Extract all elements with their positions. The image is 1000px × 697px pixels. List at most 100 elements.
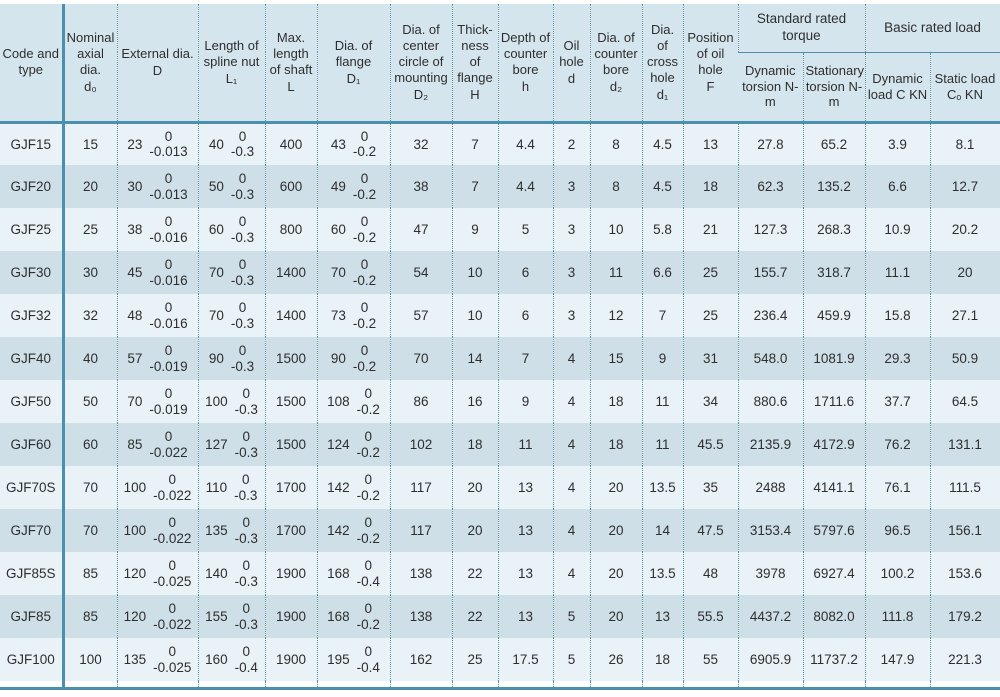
cell-F: 18: [682, 165, 738, 208]
cell-D1: 142 0 -0.2: [316, 466, 390, 509]
spacer-cell: [589, 681, 642, 687]
column-header-dynamic-load: Dynamic load C KN: [864, 52, 930, 124]
cell-D2: 32: [389, 122, 452, 165]
cell-H: 18: [451, 423, 498, 466]
cell-dyn_load: 3.9: [864, 122, 930, 165]
cell-stat_load: 12.7: [929, 165, 1000, 208]
column-header-L: Max. length of shaft L: [264, 4, 317, 124]
cell-dyn_load: 100.2: [864, 552, 930, 595]
cell-d1: 13: [641, 595, 683, 638]
cell-H: 20: [451, 509, 498, 552]
column-header-label: Oil hole: [559, 37, 584, 69]
cell-D: 100 0 -0.022: [116, 466, 198, 509]
table-row: GJF50 50 70 0 -0.019 100 0 -0.3 1500 108 0 -0.2 86 16…: [0, 380, 1000, 423]
spacer-cell: [0, 681, 65, 687]
cell-stat_torsion: 318.7: [802, 251, 865, 294]
cell-code: GJF70S: [0, 466, 65, 509]
cell-stat_torsion: 5797.6: [802, 509, 865, 552]
cell-d1: 4.5: [641, 122, 683, 165]
cell-d0: 25: [62, 208, 117, 251]
cell-L: 1500: [264, 380, 317, 423]
cell-D1: 108 0 -0.2: [316, 380, 390, 423]
cell-F: 48: [682, 552, 738, 595]
column-header-H: Thick-ness of flange H: [451, 4, 498, 124]
group-header-standard-rated-torque: Standard rated torque: [737, 4, 865, 53]
cell-d0: 85: [62, 595, 117, 638]
cell-L: 1400: [264, 251, 317, 294]
cell-D1: 168 0 -0.2: [316, 595, 390, 638]
cell-dyn_load: 147.9: [864, 638, 930, 681]
spacer-cell: [116, 681, 198, 687]
cell-stat_load: 20.2: [929, 208, 1000, 251]
cell-d2: 10: [589, 208, 642, 251]
cell-stat_torsion: 4141.1: [802, 466, 865, 509]
table-row: GJF70 70 100 0 -0.022 135 0 -0.3 1700 142 0 -0.2 117…: [0, 509, 1000, 552]
spacer-cell: [641, 681, 683, 687]
column-header-label: Dia. of cross hole: [646, 22, 679, 85]
cell-L1: 127 0 -0.3: [197, 423, 265, 466]
cell-dyn_load: 76.1: [864, 466, 930, 509]
column-symbol: D₁: [346, 70, 361, 86]
cell-d: 5: [552, 638, 590, 681]
spacer-cell: [62, 681, 117, 687]
column-header-label: Code and type: [2, 46, 59, 78]
table-row: GJF100 100 135 0 -0.025 160 0 -0.4 1900 195 0 -0.4 1…: [0, 638, 1000, 681]
cell-stat_load: 221.3: [929, 638, 1000, 681]
column-header-label: Dia. of flange: [334, 37, 373, 69]
cell-d1: 7: [641, 294, 683, 337]
cell-d: 4: [552, 380, 590, 423]
cell-F: 45.5: [682, 423, 738, 466]
cell-F: 55: [682, 638, 738, 681]
cell-L1: 135 0 -0.3: [197, 509, 265, 552]
cell-code: GJF85: [0, 595, 65, 638]
cell-d1: 5.8: [641, 208, 683, 251]
cell-d2: 26: [589, 638, 642, 681]
cell-D2: 70: [389, 337, 452, 380]
column-header-label: Length of spline nut: [203, 37, 260, 69]
cell-H: 10: [451, 251, 498, 294]
cell-h: 5: [497, 208, 553, 251]
cell-d1: 9: [641, 337, 683, 380]
cell-dyn_load: 29.3: [864, 337, 930, 380]
cell-D2: 102: [389, 423, 452, 466]
cell-D: 120 0 -0.025: [116, 552, 198, 595]
cell-D2: 47: [389, 208, 452, 251]
cell-d1: 11: [641, 380, 683, 423]
cell-h: 11: [497, 423, 553, 466]
cell-L: 1900: [264, 638, 317, 681]
cell-F: 35: [682, 466, 738, 509]
table-row: GJF85 85 120 0 -0.022 155 0 -0.3 1900 168 0 -0.2 138…: [0, 595, 1000, 638]
column-header-label: Position of oil hole: [687, 30, 734, 77]
cell-d0: 40: [62, 337, 117, 380]
cell-F: 55.5: [682, 595, 738, 638]
table-body: GJF15 15 23 0 -0.013 40 0 -0.3 400 43 0 -0.2 32 7 4.4 2…: [0, 122, 1000, 687]
column-header-label: Dia. of center circle of mounting: [394, 22, 448, 85]
column-symbol: H: [470, 86, 480, 102]
group-header-basic-rated-load: Basic rated load: [864, 4, 1000, 53]
cell-dyn_torsion: 4437.2: [737, 595, 803, 638]
cell-code: GJF100: [0, 638, 65, 681]
cell-h: 13: [497, 595, 553, 638]
cell-F: 25: [682, 251, 738, 294]
cell-stat_torsion: 8082.0: [802, 595, 865, 638]
cell-H: 20: [451, 466, 498, 509]
cell-h: 13: [497, 552, 553, 595]
cell-dyn_torsion: 155.7: [737, 251, 803, 294]
cell-L: 1900: [264, 595, 317, 638]
cell-L: 400: [264, 122, 317, 165]
cell-code: GJF60: [0, 423, 65, 466]
cell-d0: 85: [62, 552, 117, 595]
cell-h: 13: [497, 466, 553, 509]
column-header-d1: Dia. of cross hole d₁: [641, 4, 683, 124]
column-header-label: Nominal axial dia.: [66, 30, 115, 77]
cell-d2: 20: [589, 466, 642, 509]
cell-h: 13: [497, 509, 553, 552]
cell-D2: 117: [389, 509, 452, 552]
cell-D1: 90 0 -0.2: [316, 337, 390, 380]
cell-stat_torsion: 65.2: [802, 122, 865, 165]
cell-D: 100 0 -0.022: [116, 509, 198, 552]
cell-H: 7: [451, 165, 498, 208]
cell-L1: 110 0 -0.3: [197, 466, 265, 509]
cell-L1: 160 0 -0.4: [197, 638, 265, 681]
